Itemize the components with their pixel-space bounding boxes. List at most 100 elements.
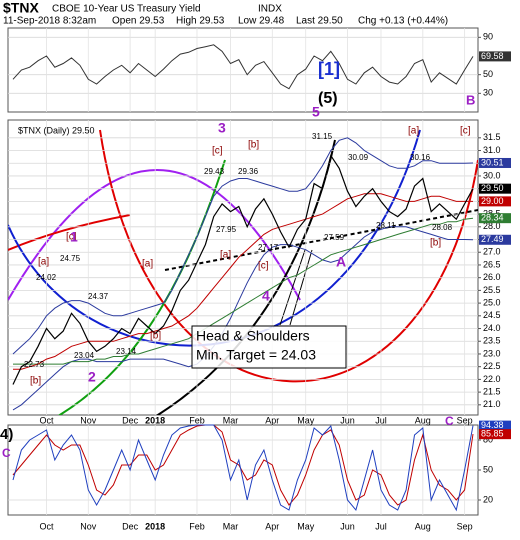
y-tick-label: 30 (483, 88, 493, 98)
panel-layer: 21.0 21.5 22.0 22.5 23.0 23.5 24.0 24.5 25.0 25.5… (8, 104, 511, 425)
x-tick-label: Apr (265, 521, 279, 531)
annotation: $TNX (Daily) 29.50 (18, 125, 95, 135)
x-tick-label: Oct (39, 521, 54, 531)
series-line (12, 137, 474, 355)
x-tick-label: Feb (189, 415, 205, 425)
annotation: 2 (88, 369, 96, 385)
annotation: 24.02 (36, 273, 57, 282)
y-tick-label: 30.0 (483, 170, 501, 180)
x-tick-label: May (297, 415, 315, 425)
y-tick-label: 25.0 (483, 297, 501, 307)
annotation: 23.04 (74, 351, 95, 360)
x-tick-label: Sep (457, 415, 473, 425)
x-tick-label: Nov (80, 521, 97, 531)
annotation: B (466, 92, 475, 107)
series-line (12, 154, 474, 385)
x-tick-label: 2018 (145, 415, 165, 425)
annotation: Head & Shoulders (196, 328, 310, 344)
y-tick-label: 26.0 (483, 272, 501, 282)
y-tick-label: 21.5 (483, 386, 501, 396)
annotation: 28.08 (432, 223, 453, 232)
value-marker-label: 85.85 (481, 429, 504, 439)
series-line (12, 226, 474, 411)
x-tick-label: Sep (457, 521, 473, 531)
x-tick-label: Jun (340, 521, 355, 531)
annotation: C (445, 414, 454, 428)
red-cycle-left (8, 214, 131, 251)
annotation: [b] (430, 238, 441, 249)
last: Last 29.50 (296, 16, 343, 27)
y-tick-label: 24.0 (483, 323, 501, 333)
y-tick-label: 20 (483, 494, 493, 504)
y-tick-label: 23.5 (483, 336, 501, 346)
value-marker (479, 429, 511, 440)
y-tick-label: 50 (483, 464, 493, 474)
annotation: (5) (318, 90, 338, 107)
rsi-panel (7, 27, 479, 113)
x-tick-label: Jul (375, 415, 387, 425)
annotation: 31.15 (312, 132, 333, 141)
annotation: [b] (30, 376, 41, 387)
x-tick-label: Jul (375, 521, 387, 531)
y-tick-label: 31.0 (483, 145, 501, 155)
y-tick-label: 27.0 (483, 247, 501, 257)
x-tick-label: Apr (265, 415, 279, 425)
value-marker-label: 30.51 (481, 157, 504, 167)
security-name: CBOE 10-Year US Treasury Yield (52, 4, 201, 15)
value-marker (479, 420, 511, 431)
annotation: 27.59 (324, 233, 345, 242)
annotation: 24.75 (60, 254, 81, 263)
y-tick-label: 31.5 (483, 132, 501, 142)
annotation: 1 (70, 229, 78, 245)
annotation: 29.43 (204, 167, 225, 176)
open: Open 29.53 (112, 16, 165, 27)
annotation: 5 (312, 104, 320, 120)
annotation: 22.73 (24, 360, 45, 369)
annotation: [a] (38, 257, 49, 268)
pointer-line (279, 249, 306, 326)
value-marker-label: 29.00 (481, 196, 504, 206)
value-marker-label: 29.50 (481, 183, 504, 193)
annotation: [b] (150, 331, 161, 342)
value-marker (479, 183, 511, 194)
value-marker-label: 94.38 (481, 420, 504, 430)
y-tick-label: 22.0 (483, 374, 501, 384)
y-tick-label: 28.0 (483, 221, 501, 231)
series-line (13, 193, 473, 370)
y-tick-label: 26.5 (483, 259, 501, 269)
x-tick-label: Feb (189, 521, 205, 531)
annotation: [a] (142, 259, 153, 270)
y-tick-label: 21.0 (483, 399, 501, 409)
y-tick-label: 50 (483, 69, 493, 79)
value-marker (479, 196, 511, 207)
x-tick-label: Jun (340, 415, 355, 425)
annotation: [c] (460, 126, 471, 137)
exchange: INDX (258, 4, 282, 15)
series-line (12, 44, 474, 90)
low: Low 29.48 (238, 16, 285, 27)
x-tick-label: Dec (122, 415, 139, 425)
annotation: 4) (0, 426, 13, 443)
annotation: A (336, 254, 346, 270)
red-cycle (99, 129, 478, 383)
series-line (13, 217, 474, 365)
date: 11-Sep-2018 8:32am (3, 16, 96, 27)
y-tick-label: 22.5 (483, 361, 501, 371)
annotation-box (191, 325, 347, 369)
annotation: 3 (218, 120, 226, 136)
annotation: C (2, 446, 11, 460)
panel-layer: 30 50 90 69.58 [1] (5) B (8, 28, 511, 112)
x-tick-label: Mar (223, 521, 239, 531)
annotation: [c] (66, 232, 77, 243)
annotation: 4 (262, 288, 270, 304)
value-marker-label: 27.49 (481, 234, 504, 244)
x-tick-label: May (297, 521, 315, 531)
x-tick-label: Mar (223, 415, 239, 425)
value-marker (479, 213, 511, 224)
panel-layer: 20 50 80 Oct Nov Dec 2018 Feb Mar Apr May Jun Jul Aug… (0, 414, 511, 531)
annotation: [c] (258, 261, 269, 272)
y-tick-label: 90 (483, 32, 493, 42)
symbol: $TNX (3, 0, 39, 16)
